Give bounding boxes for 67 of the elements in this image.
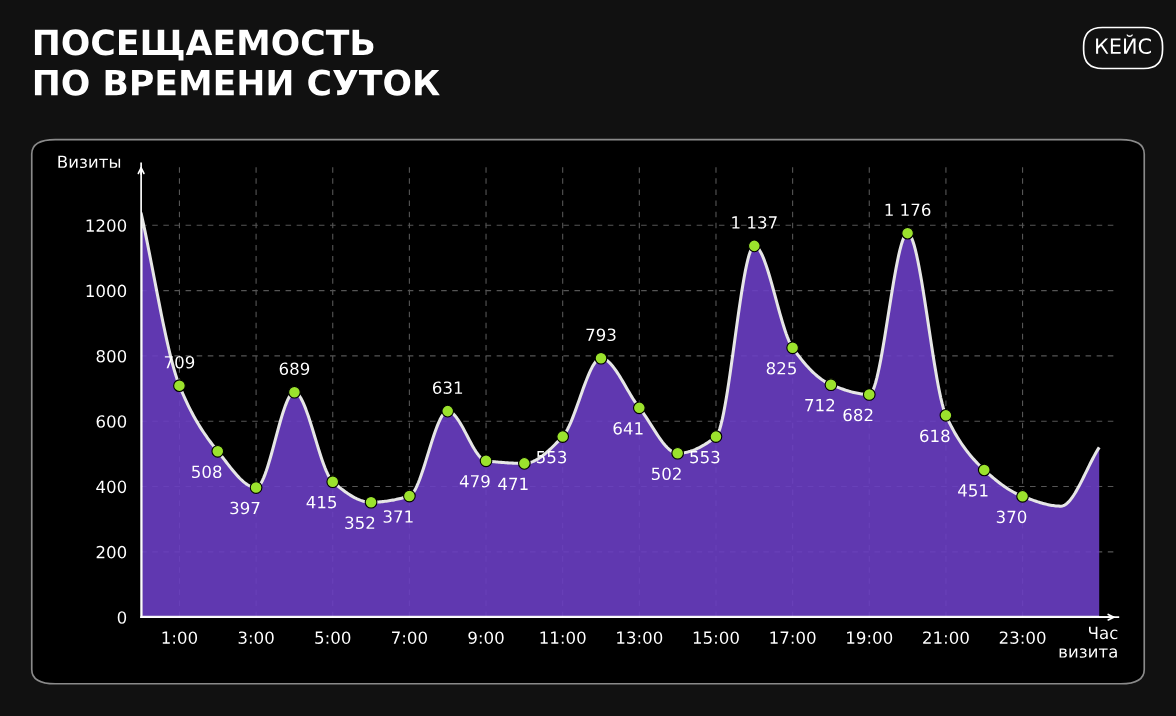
point [786, 341, 799, 355]
point [901, 226, 914, 240]
point [479, 454, 493, 468]
x-tick-label: 11:00 [540, 631, 586, 644]
x-tick-label: 7:00 [392, 631, 427, 644]
text: КЕЙС [1096, 34, 1151, 55]
data-label: 502 [651, 467, 681, 481]
data-label: 397 [230, 501, 260, 515]
x-tick-label: 1:00 [162, 631, 198, 644]
point [939, 409, 953, 422]
data-label: 471 [498, 477, 528, 490]
data-label: 553 [690, 450, 720, 464]
data-label: 825 [766, 361, 796, 375]
point [249, 481, 263, 494]
data-label: 631 [432, 381, 463, 394]
data-label: 1 176 [885, 203, 931, 217]
x-tick-label: 13:00 [617, 631, 663, 644]
x-tick-label: 15:00 [693, 631, 739, 644]
y-tick-label: 0 [117, 611, 127, 624]
y-axis-title: Визиты [58, 155, 121, 169]
data-label: 415 [306, 496, 337, 509]
data-label: 479 [459, 474, 490, 488]
x-tick-label: 9:00 [468, 631, 504, 644]
point [709, 430, 723, 443]
x-tick-label: 21:00 [923, 631, 969, 644]
point [671, 446, 685, 460]
data-label: 371 [383, 510, 413, 523]
point [326, 475, 340, 489]
data-label: 793 [586, 328, 616, 342]
y-tick-label: 1200 [86, 219, 127, 232]
data-label: 618 [920, 429, 950, 443]
point [403, 489, 416, 503]
data-label: 352 [345, 516, 375, 530]
chart-title: ПОСЕЩАЕМОСТЬ ПО ВРЕМЕНИ СУТОК [34, 29, 440, 96]
data-label: 689 [279, 362, 310, 376]
point [556, 430, 570, 443]
point [288, 385, 301, 399]
point [441, 404, 455, 418]
y-tick-label: 1000 [86, 284, 127, 298]
point [517, 457, 531, 470]
x-tick-label: 19:00 [847, 631, 893, 644]
data-label: 641 [613, 422, 643, 435]
data-label: 370 [996, 510, 1027, 524]
x-axis-title: Час визита [1059, 626, 1118, 658]
y-tick-label: 600 [96, 415, 127, 428]
data-label: 1 137 [732, 216, 777, 229]
point [824, 378, 838, 392]
point [862, 388, 876, 401]
point [173, 379, 186, 393]
x-tick-label: 5:00 [315, 631, 351, 644]
point [211, 444, 225, 458]
x-tick-label: 3:00 [238, 631, 274, 644]
x-tick-label: 17:00 [770, 631, 816, 644]
data-label: 682 [843, 408, 873, 422]
y-tick-label: 200 [96, 545, 127, 559]
point [632, 401, 646, 415]
data-label: 712 [805, 398, 835, 412]
point [594, 351, 608, 365]
y-tick-label: 800 [96, 349, 127, 363]
point [747, 239, 761, 253]
x-tick-label: 23:00 [999, 631, 1046, 644]
point [977, 463, 991, 477]
data-label: 451 [958, 484, 988, 497]
data-label: 508 [192, 465, 222, 479]
point [1016, 489, 1029, 503]
y-tick-label: 400 [96, 480, 127, 494]
point [364, 495, 378, 509]
